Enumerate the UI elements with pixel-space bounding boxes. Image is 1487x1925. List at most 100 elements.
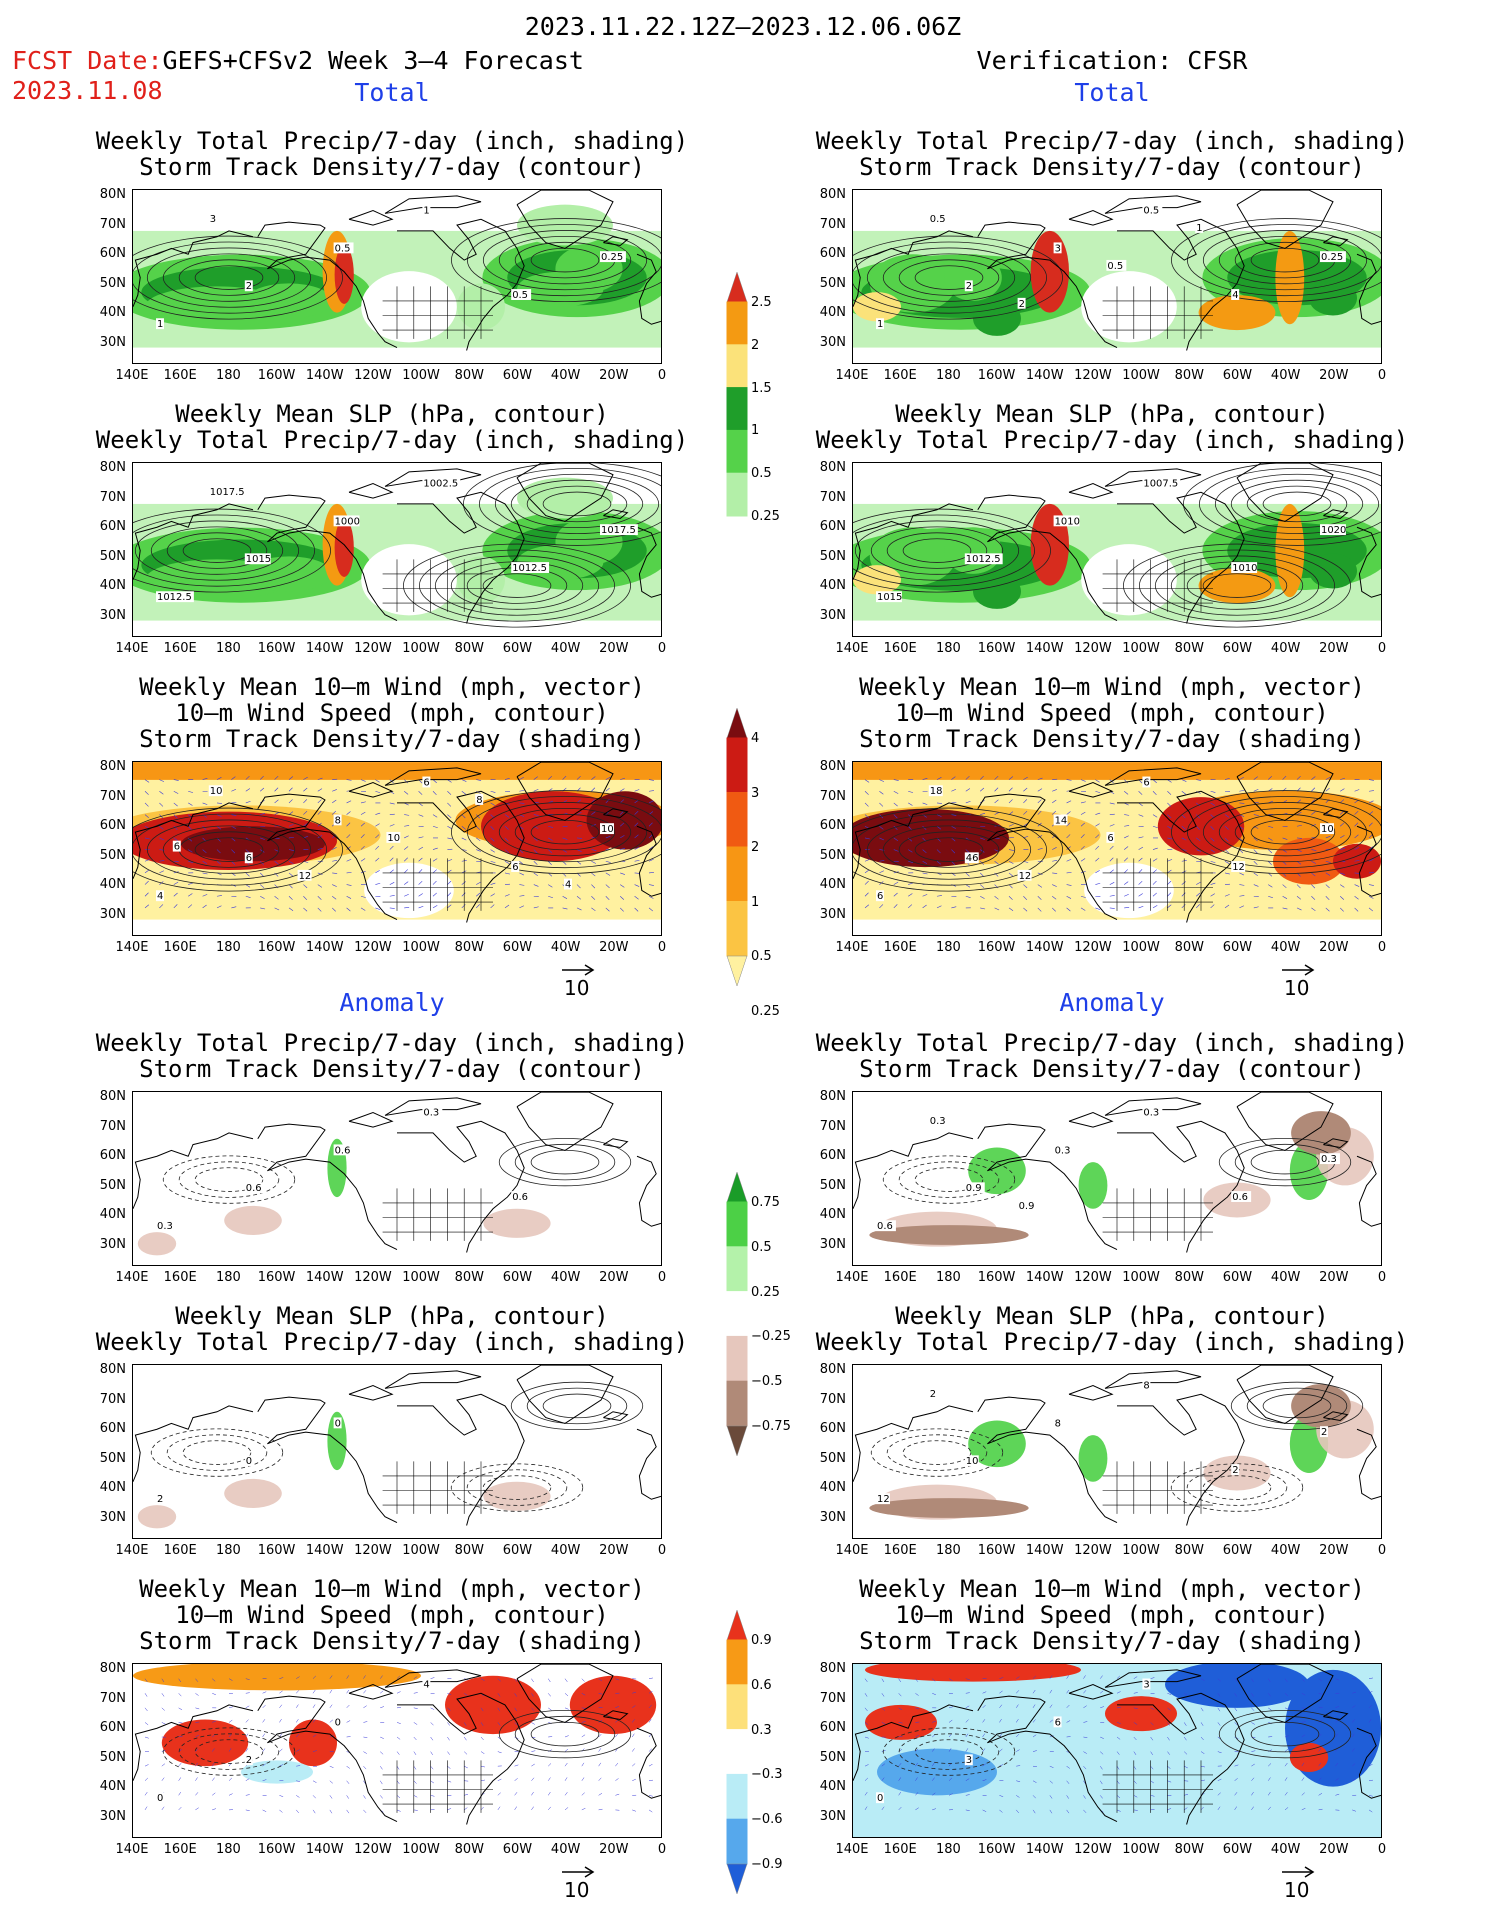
contour-label: 4	[423, 1679, 429, 1690]
wind-vector	[564, 1777, 568, 1781]
wind-vector	[1352, 1705, 1356, 1709]
lon-tick-label: 100W	[402, 1543, 440, 1558]
contour-line	[1262, 1393, 1332, 1419]
wind-vector	[312, 1809, 316, 1814]
wind-vector	[1311, 896, 1316, 900]
contour-line	[898, 259, 1000, 296]
contour-label-bg	[1142, 1678, 1151, 1690]
contour-line	[1187, 224, 1381, 297]
wind-vector	[1311, 884, 1316, 889]
wind-vector	[216, 861, 222, 865]
wind-vector	[1066, 1720, 1071, 1723]
lon-tick-label: 120W	[354, 1543, 392, 1558]
wind-vector	[195, 1734, 200, 1738]
lat-tick-label: 30N	[99, 334, 126, 350]
wind-vector	[531, 1693, 534, 1697]
dry-anomaly	[869, 1225, 1029, 1245]
wind-vector	[1284, 1777, 1288, 1781]
wind-vector	[463, 1722, 467, 1726]
wind-vector	[447, 814, 452, 819]
wind-vector	[1037, 799, 1042, 804]
wind-vector	[1210, 837, 1215, 842]
wind-vector	[1234, 1707, 1238, 1712]
colorbar-label: −0.6	[751, 1812, 783, 1828]
coastline	[977, 793, 1118, 921]
wind-vector	[317, 777, 323, 780]
lat-tick-label: 30N	[99, 1808, 126, 1824]
wind-vector	[1095, 812, 1101, 815]
contour-label: 1012.5	[512, 563, 547, 574]
wind-vector	[475, 904, 480, 909]
coastline	[636, 526, 661, 598]
contour-label-bg	[1231, 1191, 1252, 1202]
title-r4-right: Weekly Total Precip/7-day (inch, shading…	[816, 1030, 1408, 1082]
wind-vector	[922, 872, 928, 875]
storm-anomaly-shading	[569, 1675, 657, 1735]
contour-line	[146, 819, 312, 880]
wind-vector	[1037, 810, 1042, 815]
wind-vector	[1049, 1689, 1053, 1694]
wind-vector	[1008, 837, 1014, 839]
wind-vector	[346, 884, 352, 886]
contour-label-bg	[876, 591, 902, 603]
wind-vector	[159, 791, 164, 795]
wind-vector	[461, 837, 467, 841]
wind-vector	[173, 826, 178, 830]
wind-vector	[1284, 1707, 1289, 1710]
wind-vector	[1116, 1675, 1121, 1679]
wind-vector	[188, 882, 194, 885]
contour-label-bg	[964, 852, 979, 864]
wind-vector	[389, 895, 395, 897]
wind-vector	[279, 1764, 284, 1767]
wind-vector	[490, 860, 496, 864]
wind-vector	[634, 884, 640, 887]
wind-vector	[1335, 1793, 1340, 1796]
contour-line	[1171, 790, 1381, 874]
coastline	[853, 1405, 974, 1482]
wind-vector	[1150, 1736, 1154, 1741]
contour-label: 1010	[1232, 563, 1257, 574]
lon-tick-label: 140E	[835, 1842, 869, 1857]
contour-label-bg	[244, 1754, 253, 1766]
contour-label-bg	[1231, 861, 1246, 872]
wind-vector	[591, 860, 596, 864]
wind-vector	[178, 1707, 183, 1711]
precip-shading	[853, 565, 901, 595]
colorbar-triangle-bottom	[726, 1425, 748, 1457]
wind-vector	[1253, 884, 1259, 887]
contour-line	[418, 549, 616, 622]
wind-vector	[864, 904, 870, 909]
wind-vector	[1083, 1751, 1087, 1754]
contour-label: 0.6	[1232, 1192, 1248, 1203]
wind-vector	[178, 1763, 182, 1767]
wind-vector	[965, 849, 970, 854]
contour-label-bg	[156, 1792, 164, 1804]
wind-vector	[202, 904, 207, 909]
lon-tick-label: 60W	[502, 1270, 533, 1285]
wind-vector	[430, 1766, 434, 1770]
lon-tick-label: 140W	[305, 641, 344, 656]
contour-label-bg	[422, 1678, 431, 1690]
wind-vector	[1200, 1736, 1204, 1741]
contour-line	[882, 1727, 1016, 1776]
wind-vector	[581, 1777, 585, 1781]
dry-area	[1081, 544, 1177, 616]
contour-label: 0.6	[877, 1221, 893, 1232]
contour-label: 12	[299, 871, 312, 882]
wind-vector	[245, 775, 250, 780]
lon-tick-label: 140E	[115, 940, 149, 955]
contour-line	[1234, 1715, 1336, 1753]
wind-vector	[447, 892, 452, 897]
wind-vector	[1184, 1793, 1189, 1796]
lon-tick-label: 160W	[977, 1543, 1016, 1558]
wind-vector	[634, 896, 639, 900]
contour-line	[866, 247, 1032, 308]
wind-vector	[1083, 1809, 1087, 1813]
wind-vector	[447, 904, 452, 909]
